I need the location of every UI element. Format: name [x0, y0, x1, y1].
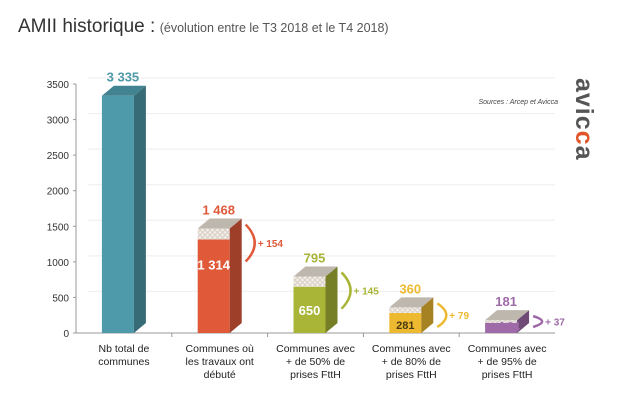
bar-front-t3 — [389, 313, 422, 333]
bar-side — [421, 297, 434, 333]
avicca-logo: avicca — [570, 78, 598, 161]
value-label-t4: 360 — [399, 281, 421, 296]
category-label: communes — [98, 356, 149, 368]
y-tick-label: 0 — [63, 329, 69, 340]
value-label-t3: 281 — [396, 320, 414, 332]
y-tick-label: 1500 — [47, 222, 70, 233]
y-tick-label: 3500 — [47, 80, 70, 91]
title-subtitle: (évolution entre le T3 2018 et le T4 201… — [159, 21, 389, 35]
bar-front-t3 — [101, 95, 134, 333]
bar-increment — [197, 228, 230, 240]
bar-top — [197, 218, 242, 229]
bar-front-t3 — [293, 286, 326, 333]
value-label-t4: 3 335 — [107, 70, 140, 85]
bar-side — [325, 266, 338, 333]
y-tick-label: 2000 — [47, 187, 70, 198]
category-label: Communes avec — [276, 343, 355, 355]
value-label-t4: 795 — [304, 250, 326, 265]
y-tick-label: 1000 — [47, 258, 70, 269]
value-label-t3: 144 — [498, 319, 520, 334]
delta-label: + 37 — [545, 318, 565, 329]
bar-side — [229, 218, 242, 333]
category-label: débuté — [204, 369, 236, 381]
category-label: Communes où — [186, 343, 254, 355]
delta-arrow — [532, 314, 544, 329]
delta-arrow — [436, 302, 448, 329]
title-main: AMII historique : — [18, 16, 156, 37]
bar-increment — [485, 320, 518, 323]
category-label: + de 95% de — [477, 356, 536, 368]
delta-label: + 145 — [354, 287, 380, 298]
y-tick-label: 500 — [52, 293, 69, 304]
value-label-t4: 1 468 — [202, 203, 235, 218]
delta-label: + 154 — [258, 239, 284, 250]
bar-increment — [293, 276, 326, 287]
category-label: prises FttH — [386, 369, 437, 381]
value-label-t3: 1 314 — [197, 258, 230, 273]
bar-top — [293, 266, 338, 277]
category-label: + de 80% de — [382, 356, 441, 368]
chart-title: AMII historique : (évolution entre le T3… — [18, 16, 389, 38]
bar-top — [101, 85, 146, 96]
bar-front-t3 — [485, 322, 518, 333]
delta-arrow — [340, 271, 352, 310]
category-label: Nb total de — [99, 343, 150, 355]
y-tick-label: 2500 — [47, 151, 70, 162]
y-tick-label: 3000 — [47, 116, 70, 127]
bar-front-t3 — [197, 239, 230, 333]
category-label: Communes avec — [468, 343, 547, 355]
delta-label: + 79 — [449, 311, 469, 322]
category-label: les travaux ont — [186, 356, 254, 368]
value-label-t4: 181 — [495, 294, 517, 309]
bar-top — [485, 310, 530, 321]
source-note: Sources : Arcep et Avicca — [479, 99, 559, 106]
category-label: prises FttH — [290, 369, 341, 381]
value-label-t3: 650 — [299, 303, 321, 318]
category-label: Communes avec — [372, 343, 451, 355]
bar-top — [389, 297, 434, 308]
category-label: prises FttH — [482, 369, 533, 381]
category-label: + de 50% de — [286, 356, 345, 368]
bar-side — [133, 85, 146, 333]
delta-arrow — [244, 223, 256, 263]
bar-increment — [389, 307, 422, 314]
bar-side — [517, 310, 530, 333]
